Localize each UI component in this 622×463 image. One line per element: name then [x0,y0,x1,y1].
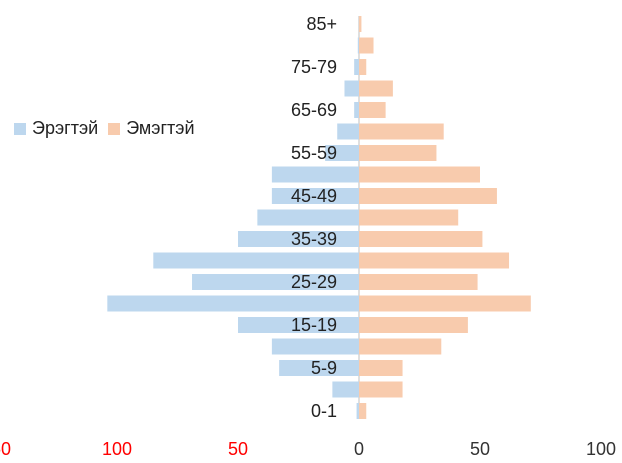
bar-female-50-54 [359,166,480,183]
bar-male-0-1 [356,403,359,419]
category-label-55-59: 55-59 [291,143,337,163]
x-tick-label: 0 [354,439,364,459]
bar-male-25-29 [192,274,359,290]
bar-female-15-19 [359,317,468,333]
bar-female-25-29 [359,274,478,290]
legend: Эрэгтэй Эмэгтэй [14,118,195,139]
category-label-75-79: 75-79 [291,57,337,77]
bar-male-65-69 [354,102,359,118]
x-tick-label: 150 [0,439,11,459]
x-tick-label: 100 [586,439,616,459]
category-label-35-39: 35-39 [291,229,337,249]
bar-male-5-9 [279,360,359,376]
x-tick-label: 100 [102,439,132,459]
bar-male-15-19 [238,317,359,333]
x-tick-label: 50 [470,439,490,459]
bar-female-45-49 [359,188,497,204]
bar-female-80-84 [359,37,374,54]
bar-male-20-24 [107,295,359,312]
bar-male-55-59 [325,145,359,161]
bar-female-60-64 [359,123,444,140]
bar-male-40-44 [257,209,359,226]
bar-female-1-4 [359,381,403,398]
bar-female-5-9 [359,360,403,376]
legend-swatch-male [14,122,26,135]
bar-female-85+ [359,16,362,32]
bar-female-65-69 [359,102,386,118]
bar-female-10-14 [359,338,442,355]
bar-male-50-54 [271,166,359,183]
legend-label-male: Эрэгтэй [32,118,99,138]
bar-female-75-79 [359,59,367,75]
bar-male-35-39 [238,231,359,247]
bar-female-0-1 [359,403,367,419]
bar-male-80-84 [357,37,359,54]
bar-male-75-79 [354,59,359,75]
bar-male-70-74 [344,80,359,97]
bar-male-30-34 [153,252,359,269]
x-axis-tick-labels: 150 100 50 0 50 100 [0,439,616,459]
legend-item-male: Эрэгтэй [14,118,98,139]
legend-swatch-female [108,122,121,135]
category-label-15-19: 15-19 [291,315,337,335]
female-series-bars [359,16,531,419]
bar-female-70-74 [359,80,393,97]
category-label-0-1: 0-1 [311,401,337,421]
bar-female-20-24 [359,295,531,312]
legend-label-female: Эмэгтэй [126,118,195,138]
bar-male-10-14 [271,338,359,355]
male-series-bars [107,37,359,419]
bar-male-60-64 [337,123,359,140]
category-label-85+: 85+ [306,14,337,34]
bar-female-40-44 [359,209,459,226]
bar-male-1-4 [332,381,359,398]
category-label-45-49: 45-49 [291,186,337,206]
age-group-labels: 0-1 5-9 15-19 25-29 35-39 45-49 55-59 65-69 75-7… [291,14,337,421]
bar-female-35-39 [359,231,483,247]
bar-female-30-34 [359,252,510,269]
x-tick-label: 50 [228,439,248,459]
category-label-65-69: 65-69 [291,100,337,120]
bar-male-45-49 [271,188,359,204]
category-label-25-29: 25-29 [291,272,337,292]
category-label-5-9: 5-9 [311,358,337,378]
bar-female-55-59 [359,145,437,161]
legend-item-female: Эмэгтэй [108,118,195,139]
